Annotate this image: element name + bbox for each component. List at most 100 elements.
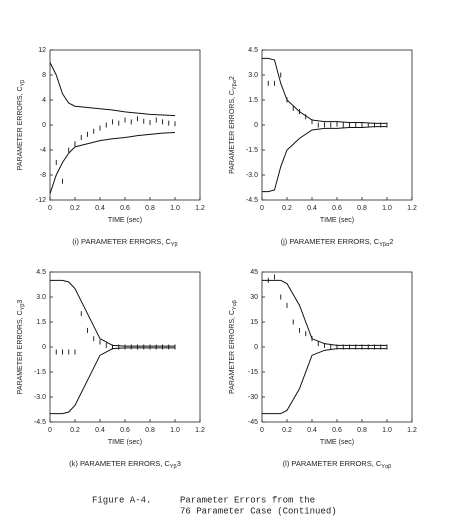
- panel-caption: (j) PARAMETER ERRORS, CYβα2: [281, 237, 394, 248]
- x-axis-label: TIME (sec): [320, 217, 354, 224]
- panel-caption-main: (k) PARAMETER ERRORS, C: [69, 459, 170, 468]
- panel-caption-tail: 2: [389, 237, 393, 246]
- y-tick-label: 3.0: [248, 72, 258, 79]
- bound-line: [50, 347, 175, 415]
- x-tick-label: 0.2: [282, 205, 292, 212]
- x-tick-label: 0.6: [332, 427, 342, 434]
- y-axis-label-tail: 3: [17, 300, 24, 304]
- y-axis-label: PARAMETER ERRORS, CYβα2: [229, 76, 239, 174]
- x-tick-label: 0.6: [332, 205, 342, 212]
- y-tick-label: -4: [40, 147, 46, 154]
- x-tick-label: 0.4: [95, 205, 105, 212]
- x-tick-label: 0.8: [145, 427, 155, 434]
- y-axis-label: PARAMETER ERRORS, CYβ3: [17, 300, 27, 395]
- x-tick-label: 0: [260, 205, 264, 212]
- x-tick-label: 0: [48, 205, 52, 212]
- plot-frame: [49, 49, 201, 201]
- y-tick-label: 15: [250, 319, 258, 326]
- x-tick-label: 1.0: [382, 427, 392, 434]
- y-tick-label: -30: [248, 394, 258, 401]
- y-tick-label: 4.5: [248, 47, 258, 54]
- x-tick-label: 0.6: [120, 427, 130, 434]
- figure-caption: Parameter Errors from the: [180, 495, 315, 505]
- y-tick-label: 45: [250, 269, 258, 276]
- y-axis-label-tail: 2: [229, 76, 236, 80]
- y-tick-label: -1.5: [34, 369, 46, 376]
- y-tick-label: -4.5: [34, 419, 46, 426]
- y-tick-label: -3.0: [246, 172, 258, 179]
- y-tick-label: -4.5: [246, 197, 258, 204]
- y-tick-label: -12: [36, 197, 46, 204]
- y-axis-label-main: PARAMETER ERRORS, C: [229, 310, 236, 394]
- x-tick-label: 0: [260, 427, 264, 434]
- bound-line: [262, 348, 387, 415]
- y-tick-label: 4: [42, 97, 46, 104]
- panel-caption-tail: 3: [177, 459, 181, 468]
- panel-caption: (k) PARAMETER ERRORS, CYβ3: [69, 459, 181, 470]
- y-tick-label: -45: [248, 419, 258, 426]
- bound-line: [262, 279, 387, 346]
- y-tick-label: 8: [42, 72, 46, 79]
- x-tick-label: 1.2: [407, 205, 417, 212]
- y-axis-label-sub: Yαβ: [232, 300, 238, 310]
- y-axis-label-main: PARAMETER ERRORS, C: [17, 310, 24, 394]
- x-tick-label: 0: [48, 427, 52, 434]
- y-axis-label-sub: Yβ: [20, 304, 26, 311]
- x-tick-label: 0.8: [357, 205, 367, 212]
- figure-caption: 76 Parameter Case (Continued): [180, 506, 337, 516]
- bound-line: [49, 132, 176, 194]
- y-tick-label: 3.0: [36, 294, 46, 301]
- x-tick-label: 0.2: [70, 427, 80, 434]
- panel-caption-sub: Yβ: [171, 242, 178, 248]
- x-tick-label: 1.0: [170, 205, 180, 212]
- panel-caption: (l) PARAMETER ERRORS, CYαβ: [283, 459, 392, 470]
- y-tick-label: -3.0: [34, 394, 46, 401]
- y-axis-label: PARAMETER ERRORS, CYαβ: [229, 300, 239, 394]
- y-tick-label: 1.5: [36, 319, 46, 326]
- y-tick-label: -1.5: [246, 147, 258, 154]
- x-tick-label: 1.0: [170, 427, 180, 434]
- x-axis-label: TIME (sec): [320, 439, 354, 446]
- y-axis-label-main: PARAMETER ERRORS, C: [17, 86, 24, 170]
- x-tick-label: 0.8: [145, 205, 155, 212]
- y-axis-label-sub: Yβ: [20, 80, 26, 87]
- bound-line: [49, 62, 176, 117]
- x-tick-label: 0.4: [95, 427, 105, 434]
- x-tick-label: 0.4: [307, 205, 317, 212]
- bound-line: [262, 57, 387, 124]
- y-tick-label: 0: [42, 122, 46, 129]
- x-tick-label: 0.4: [307, 427, 317, 434]
- y-axis-label-sub: Yβα: [232, 79, 238, 90]
- panel-caption-main: (j) PARAMETER ERRORS, C: [281, 237, 380, 246]
- panel-caption-main: (l) PARAMETER ERRORS, C: [283, 459, 382, 468]
- panel-caption-sub: Yβ: [170, 464, 177, 470]
- y-tick-label: 30: [250, 294, 258, 301]
- y-tick-label: -8: [40, 172, 46, 179]
- panel-caption-main: (i) PARAMETER ERRORS, C: [72, 237, 171, 246]
- bound-line: [262, 126, 387, 193]
- y-tick-label: 0: [254, 122, 258, 129]
- figure-label: Figure A-4.: [92, 495, 151, 505]
- panel-caption: (i) PARAMETER ERRORS, CYβ: [72, 237, 177, 248]
- y-axis-label: PARAMETER ERRORS, CYβ: [17, 80, 27, 171]
- y-tick-label: 0: [254, 344, 258, 351]
- y-tick-label: 1.5: [248, 97, 258, 104]
- x-tick-label: 1.2: [407, 427, 417, 434]
- x-tick-label: 1.2: [195, 205, 205, 212]
- x-axis-label: TIME (sec): [108, 439, 142, 446]
- y-axis-label-main: PARAMETER ERRORS, C: [229, 90, 236, 174]
- y-tick-label: 12: [38, 47, 46, 54]
- y-tick-label: 0: [42, 344, 46, 351]
- x-tick-label: 0.6: [120, 205, 130, 212]
- bound-line: [50, 279, 175, 347]
- x-axis-label: TIME (sec): [108, 217, 142, 224]
- y-tick-label: 4.5: [36, 269, 46, 276]
- panel-caption-sub: Yβα: [379, 242, 390, 248]
- x-tick-label: 1.2: [195, 427, 205, 434]
- x-tick-label: 0.2: [70, 205, 80, 212]
- panel-caption-sub: Yαβ: [381, 464, 391, 470]
- x-tick-label: 0.8: [357, 427, 367, 434]
- y-tick-label: -15: [248, 369, 258, 376]
